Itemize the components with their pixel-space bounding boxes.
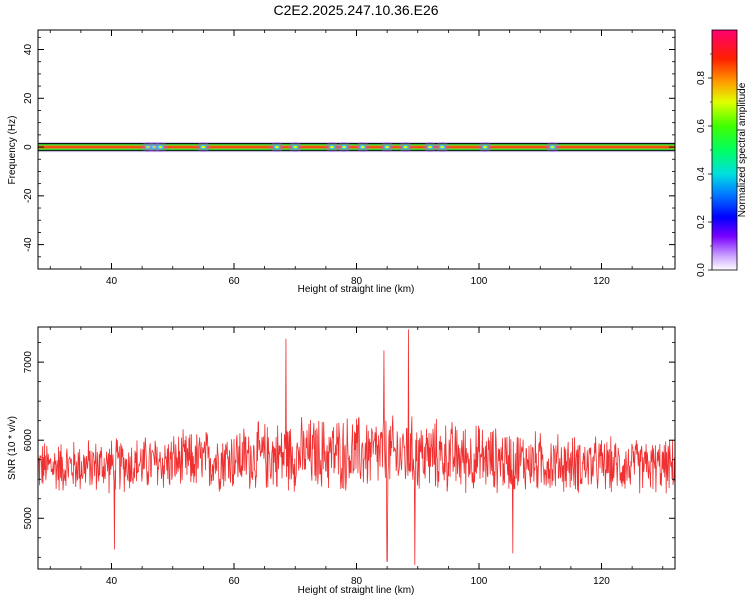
snr-x-tick-label: 80 xyxy=(351,576,363,587)
band-core xyxy=(38,143,675,151)
spectrogram-x-tick-label: 120 xyxy=(593,276,610,287)
spectrogram-x-tick-label: 80 xyxy=(351,276,363,287)
spectrogram-y-tick-label: 20 xyxy=(23,92,34,104)
spectral-hotspots xyxy=(141,142,560,153)
colorbar-tick-label: 0.0 xyxy=(696,263,707,277)
hotspot-center xyxy=(550,145,555,149)
colorbar-gradient xyxy=(712,30,737,270)
hotspot-center xyxy=(440,145,445,149)
hotspot-center xyxy=(146,145,151,149)
hotspot-center xyxy=(360,145,365,149)
spectrogram-x-label: Height of straight line (km) xyxy=(298,284,415,295)
hotspot-center xyxy=(275,145,279,149)
snr-x-label: Height of straight line (km) xyxy=(298,585,415,596)
snr-y-tick-label: 5000 xyxy=(23,507,34,530)
snr-series-line xyxy=(37,329,676,566)
spectrogram-x-ticks: 40 60 80 100 120 xyxy=(49,30,664,287)
spectrogram-y-ticks: 40 20 0 -20 -40 xyxy=(23,36,675,258)
snr-y-tick-label: 7000 xyxy=(23,351,34,374)
frequency-band xyxy=(38,141,675,153)
hotspot-center xyxy=(158,145,163,149)
hotspot-center xyxy=(483,145,487,149)
spectrogram-y-label: Frequency (Hz) xyxy=(7,116,18,185)
figure-title: C2E2.2025.247.10.36.E26 xyxy=(273,2,438,18)
hotspot-center xyxy=(201,145,206,149)
snr-y-label: SNR (10 * v/v) xyxy=(7,416,18,480)
hotspot-center xyxy=(293,145,298,149)
colorbar-tick-label: 0.8 xyxy=(696,71,707,85)
hotspot-center xyxy=(330,145,334,149)
spectrogram-y-tick-label: 40 xyxy=(23,44,34,56)
hotspot-center xyxy=(428,145,432,149)
snr-y-tick-label: 6000 xyxy=(23,429,34,452)
colorbar-tick-label: 0.2 xyxy=(696,215,707,229)
spectrogram-x-tick-label: 100 xyxy=(471,276,488,287)
spectrogram-panel: 40 60 80 100 120 40 20 0 -20 -40 Height of strai… xyxy=(7,29,676,295)
spectrogram-y-tick-label: 0 xyxy=(23,144,34,150)
snr-x-tick-label: 40 xyxy=(106,576,118,587)
snr-x-tick-label: 100 xyxy=(471,576,488,587)
colorbar-tick-label: 0.6 xyxy=(696,119,707,133)
colorbar: 0.0 0.2 0.4 0.6 0.8 Normalized spectral ampl… xyxy=(696,29,748,277)
hotspot-center xyxy=(385,145,389,149)
spectrogram-y-tick-label: -20 xyxy=(23,188,34,203)
spectrogram-x-tick-label: 40 xyxy=(106,276,118,287)
snr-panel: 40 60 80 100 120 7000 6000 5000 Height of stra… xyxy=(7,326,676,596)
hotspot-center xyxy=(152,145,157,149)
hotspot-center xyxy=(342,145,347,149)
colorbar-label: Normalized spectral amplitude xyxy=(737,82,748,217)
hotspot-center xyxy=(403,145,408,149)
snr-x-tick-label: 60 xyxy=(228,576,240,587)
snr-y-ticks: 7000 6000 5000 xyxy=(23,342,675,558)
spectrogram-y-tick-label: -40 xyxy=(23,237,34,252)
colorbar-ticks: 0.0 0.2 0.4 0.6 0.8 xyxy=(696,53,712,277)
snr-x-tick-label: 120 xyxy=(593,576,610,587)
colorbar-tick-label: 0.4 xyxy=(696,167,707,181)
snr-x-ticks: 40 60 80 100 120 xyxy=(49,327,664,587)
spectrogram-x-tick-label: 60 xyxy=(228,276,240,287)
